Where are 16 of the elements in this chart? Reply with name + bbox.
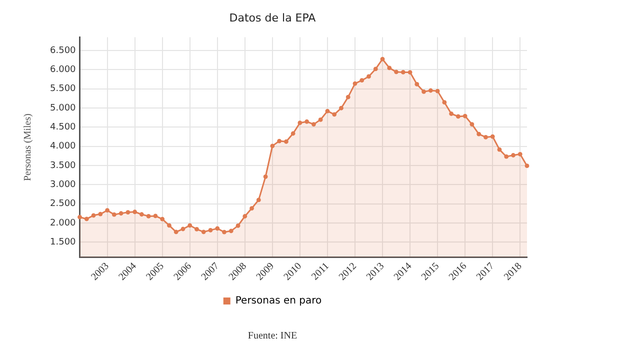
y-tick-label: 4.500 <box>50 122 76 133</box>
y-tick-label: 5.500 <box>50 84 76 94</box>
y-tick-label: 5.000 <box>50 103 76 114</box>
y-tick-label: 4.000 <box>50 142 76 152</box>
y-tick-label: 3.000 <box>50 180 76 190</box>
y-tick-label: 6.500 <box>50 46 76 56</box>
chart-title: Datos de la EPA <box>229 11 316 24</box>
y-tick-label: 3.500 <box>50 160 76 171</box>
y-tick-label: 2.500 <box>50 199 76 210</box>
x-tick-label: 2011 <box>310 260 332 282</box>
y-tick-label: 2.000 <box>50 218 76 228</box>
y-tick-label: 1.500 <box>50 237 76 248</box>
y-tick-label: 6.000 <box>50 65 76 76</box>
source-note: Fuente: INE <box>248 330 298 342</box>
y-axis-title: Personas (Miles) <box>22 114 34 182</box>
legend-label: Personas en paro <box>235 296 322 307</box>
